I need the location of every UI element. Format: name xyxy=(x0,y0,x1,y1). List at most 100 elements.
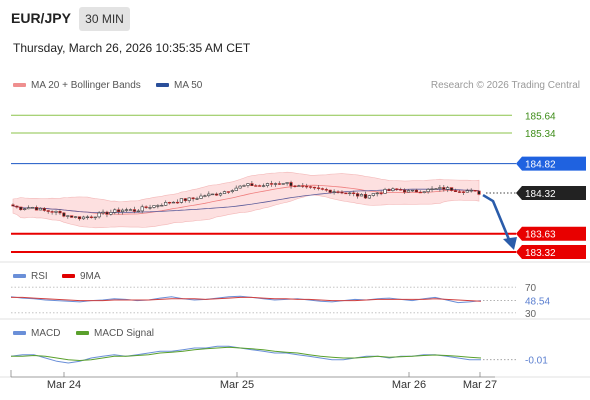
candle-body xyxy=(81,216,86,220)
candle-body xyxy=(50,211,54,213)
candle-body xyxy=(148,207,152,209)
legend-ma50: MA 50 xyxy=(156,80,202,91)
forecast-arrowhead xyxy=(503,236,517,250)
candle-body xyxy=(195,198,199,200)
candle-body xyxy=(23,208,27,211)
candle-body xyxy=(461,191,466,193)
candle-body xyxy=(422,191,426,193)
candle-body xyxy=(301,185,305,187)
candle-body xyxy=(187,197,191,201)
candle-body xyxy=(383,189,387,194)
candle-body xyxy=(348,192,352,194)
rsi-swatch xyxy=(13,274,26,279)
rsi-label: RSI xyxy=(31,271,48,282)
candle-body xyxy=(316,187,321,189)
candle-body xyxy=(293,185,297,187)
candle-body xyxy=(438,187,442,189)
candle-body xyxy=(164,202,168,206)
candle-body xyxy=(473,190,477,192)
candle-body xyxy=(211,193,215,196)
candle-body xyxy=(332,191,336,193)
candle-body xyxy=(218,193,223,196)
candle-body xyxy=(457,191,462,193)
candle-body xyxy=(199,195,203,199)
candle-body xyxy=(375,192,379,195)
macd-label: MACD xyxy=(31,328,61,339)
macd-signal-swatch xyxy=(76,331,89,336)
candle-body xyxy=(156,205,160,207)
candle-body xyxy=(128,209,133,211)
candle-body xyxy=(74,216,78,218)
chart-header: EUR/JPY 30 MIN xyxy=(0,0,590,36)
candle-body xyxy=(261,185,266,187)
candle-body xyxy=(207,193,211,197)
candle-body xyxy=(254,185,258,187)
rsi-level-label: 30 xyxy=(525,309,537,320)
candle-body xyxy=(387,189,391,191)
candle-body xyxy=(289,182,293,187)
candle-body xyxy=(136,210,140,212)
x-tick-label: Mar 27 xyxy=(463,379,497,391)
candle-body xyxy=(465,190,469,193)
candle-body xyxy=(414,189,419,193)
candle-body xyxy=(469,190,473,192)
legend-macd-signal: MACD Signal xyxy=(76,328,154,339)
candle-body xyxy=(105,211,109,215)
candle-body xyxy=(34,207,39,211)
candle-body xyxy=(109,212,113,215)
candle-body xyxy=(191,197,195,200)
macd-signal-label: MACD Signal xyxy=(94,328,155,339)
candle-body xyxy=(58,211,62,214)
forecast-arrow xyxy=(482,193,512,243)
candle-body xyxy=(46,210,50,212)
candle-body xyxy=(140,206,144,212)
candle-body xyxy=(38,208,42,211)
candle-body xyxy=(320,188,325,190)
candle-body xyxy=(285,182,289,184)
candle-body xyxy=(277,183,281,185)
candle-body xyxy=(101,211,105,214)
instrument-title: EUR/JPY xyxy=(11,10,71,26)
timestamp: Thursday, March 26, 2026 10:35:35 AM CET xyxy=(13,41,251,55)
legend-ma20: MA 20 + Bollinger Bands xyxy=(13,80,141,91)
candle-body xyxy=(89,216,93,218)
candle-body xyxy=(328,189,332,193)
candle-body xyxy=(226,191,231,193)
support-label: 183.32 xyxy=(525,248,556,259)
candle-body xyxy=(324,189,328,191)
candle-body xyxy=(281,183,285,185)
legend-macd: MACD xyxy=(13,328,60,339)
candle-body xyxy=(399,189,403,191)
x-tick-label: Mar 25 xyxy=(220,379,254,391)
x-tick-label: Mar 26 xyxy=(392,379,426,391)
last-price-tag xyxy=(516,186,586,201)
resistance-label: 185.34 xyxy=(525,129,556,140)
candle-body xyxy=(305,185,309,188)
candle-body xyxy=(430,188,434,190)
candle-body xyxy=(124,209,129,211)
candle-body xyxy=(203,195,207,197)
ma50-swatch xyxy=(156,83,169,88)
candle-body xyxy=(62,212,66,217)
candle-body xyxy=(477,190,481,195)
candle-body xyxy=(344,192,348,195)
candle-body xyxy=(340,191,344,194)
rsi-current-label: 48.54 xyxy=(525,297,550,308)
candle-body xyxy=(308,186,313,188)
x-tick-label: Mar 24 xyxy=(47,379,81,391)
candle-body xyxy=(410,189,415,192)
support-tag xyxy=(516,226,586,241)
candle-body xyxy=(183,198,187,201)
candle-body xyxy=(406,190,411,193)
pivot-label: 184.82 xyxy=(525,160,556,171)
candle-body xyxy=(426,189,430,193)
candle-body xyxy=(70,215,74,218)
candle-body xyxy=(54,211,58,213)
candle-body xyxy=(446,187,450,190)
candle-body xyxy=(379,192,383,195)
timeframe-button[interactable]: 30 MIN xyxy=(79,7,130,31)
candle-body xyxy=(234,187,238,191)
candle-body xyxy=(171,201,176,204)
candle-body xyxy=(77,216,82,220)
